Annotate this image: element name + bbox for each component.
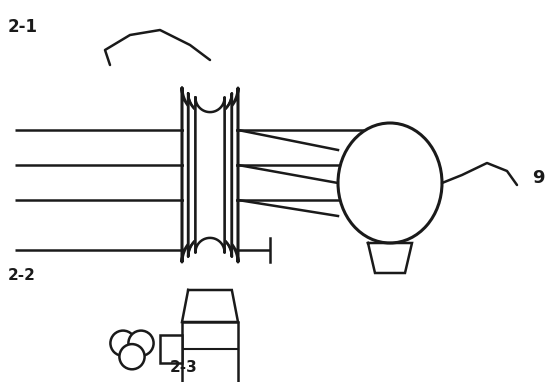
Bar: [196, 97, 225, 253]
Polygon shape: [196, 97, 225, 253]
Text: 2-1: 2-1: [8, 18, 38, 36]
Bar: [182, 322, 238, 382]
Bar: [160, 335, 182, 363]
Ellipse shape: [338, 123, 442, 243]
Circle shape: [129, 330, 154, 356]
Text: 9: 9: [532, 169, 544, 187]
Text: 2-2: 2-2: [8, 268, 36, 283]
Circle shape: [120, 344, 145, 369]
Text: 2-3: 2-3: [170, 360, 198, 375]
Polygon shape: [182, 290, 238, 322]
Bar: [184, 88, 236, 262]
Circle shape: [110, 330, 136, 356]
Polygon shape: [188, 93, 232, 257]
Polygon shape: [196, 97, 225, 253]
Polygon shape: [182, 88, 238, 262]
Polygon shape: [196, 97, 225, 253]
Polygon shape: [188, 93, 232, 257]
